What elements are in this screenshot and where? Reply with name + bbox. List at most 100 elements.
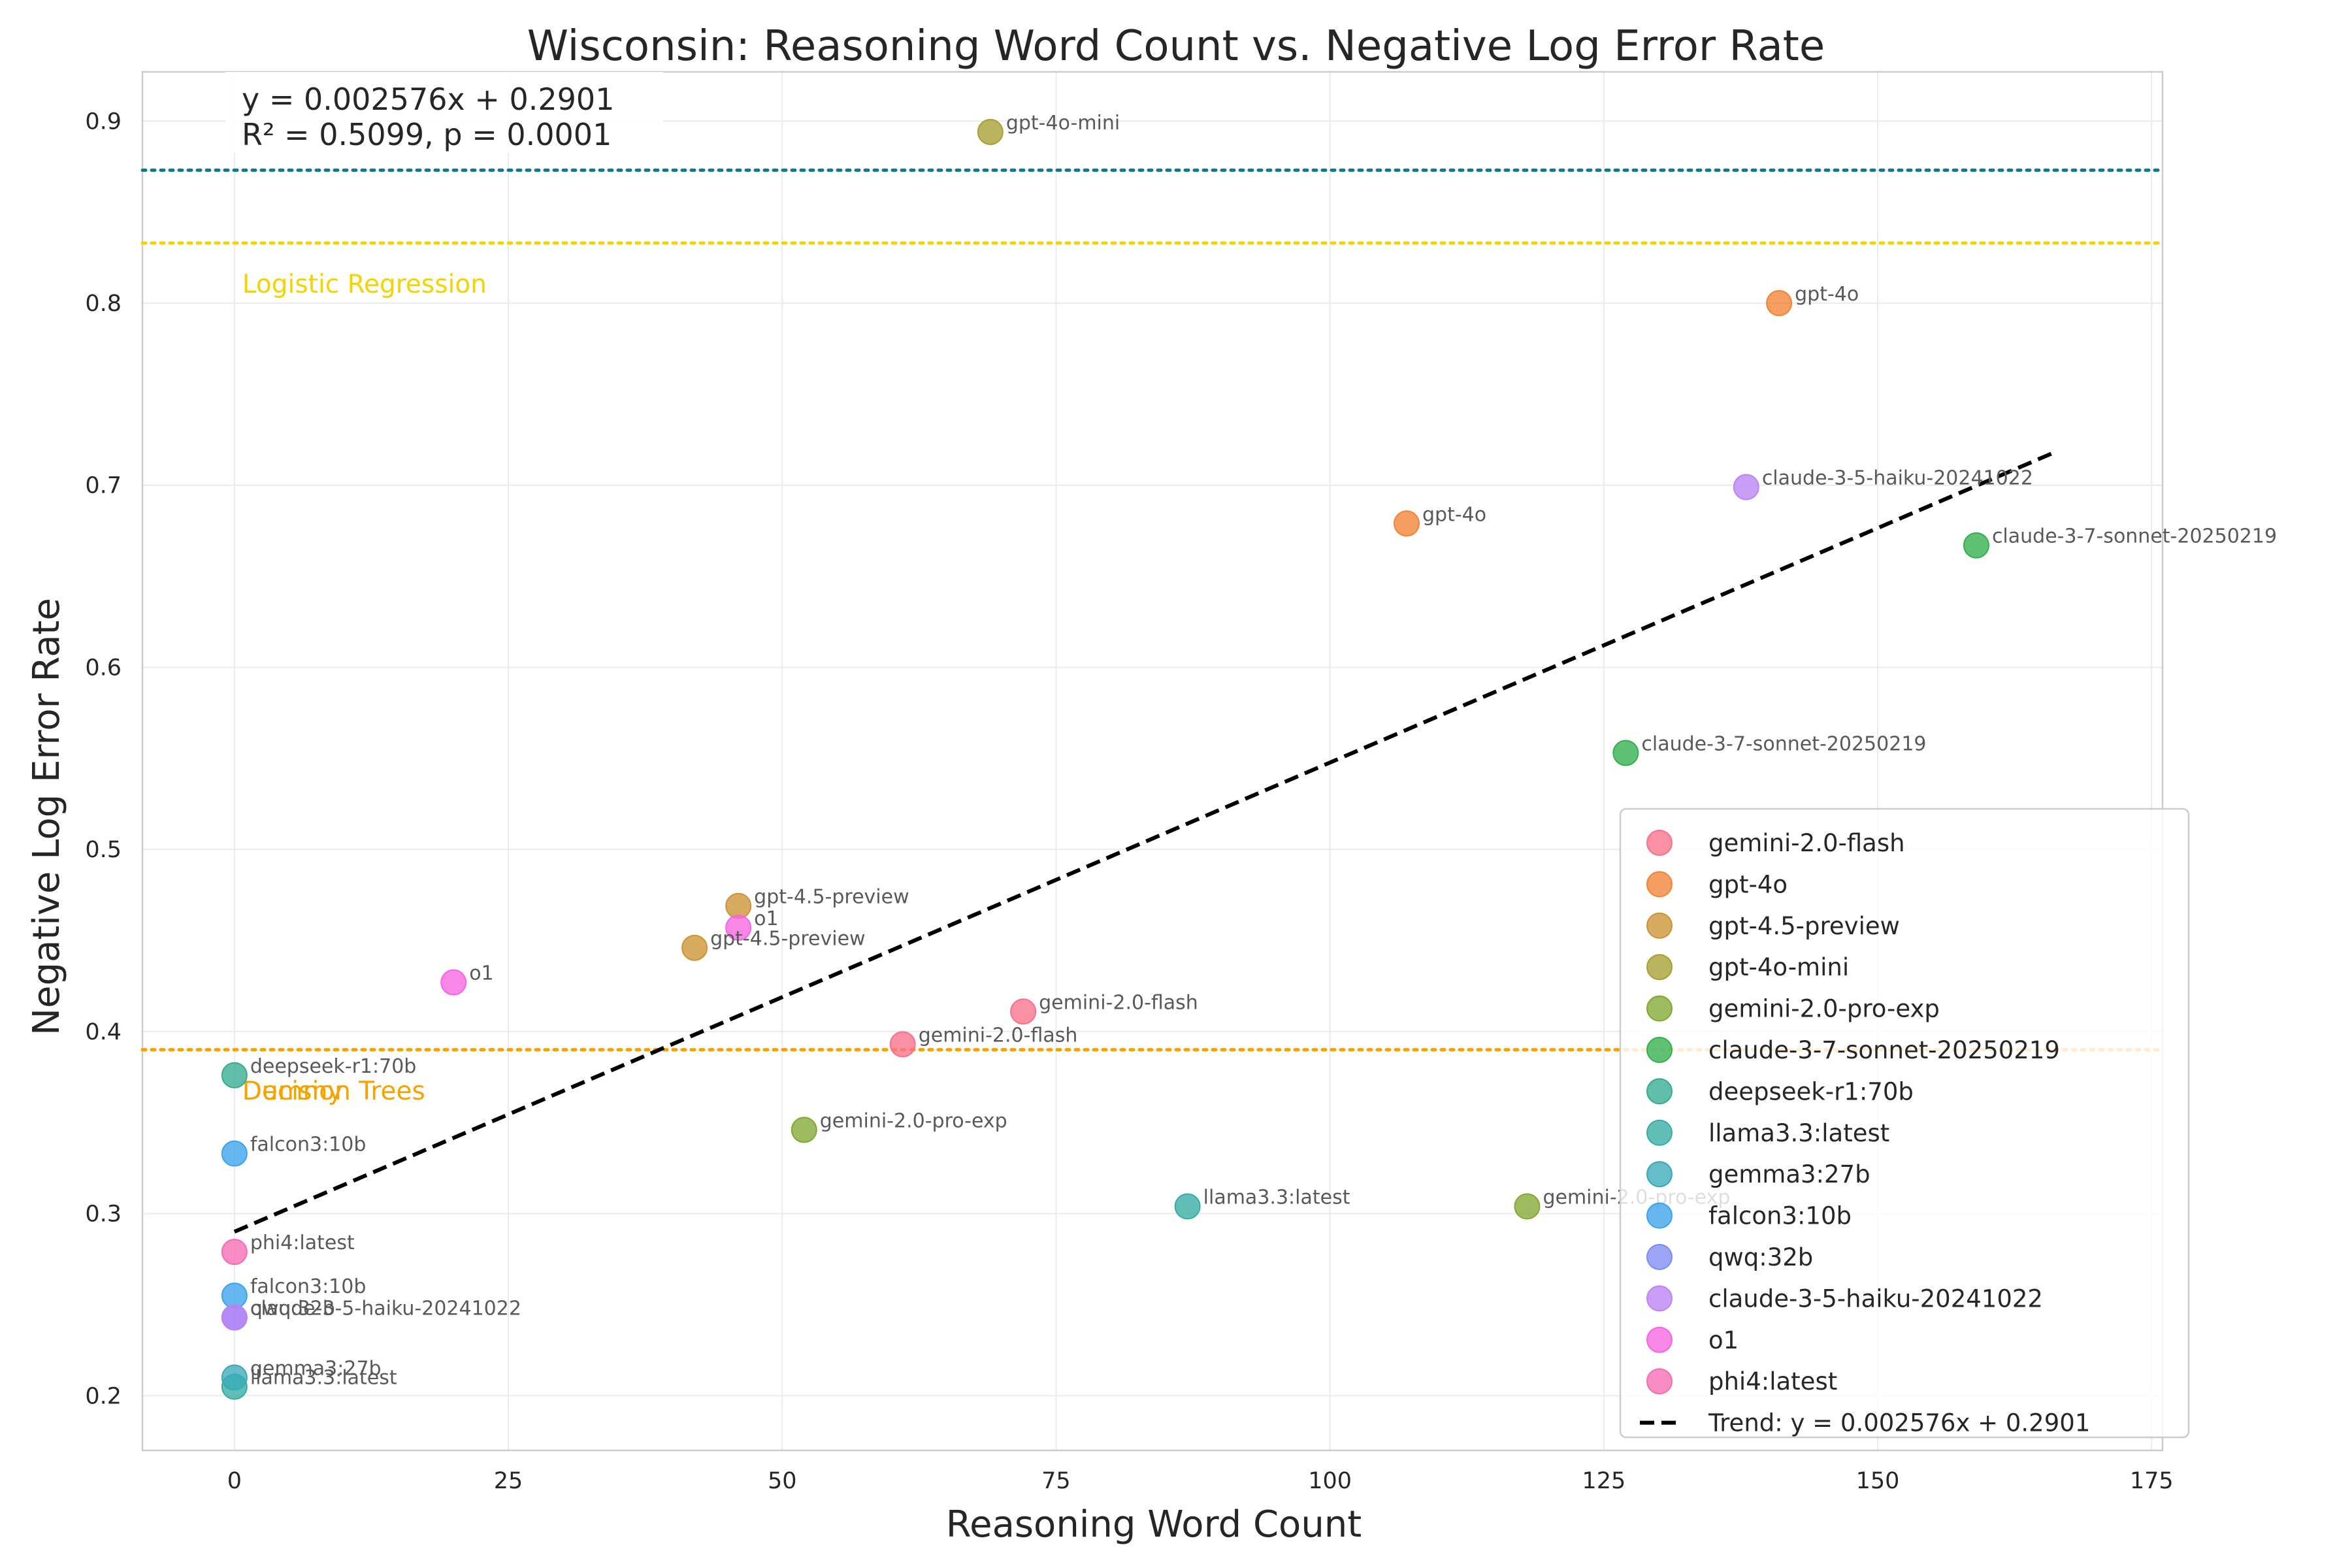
legend-label: deepseek-r1:70b xyxy=(1708,1077,1914,1105)
y-tick-label: 0.9 xyxy=(85,108,122,135)
point-label: gemma3:27b xyxy=(250,1358,382,1380)
axis-ticks: 0 25 50 75 100 125 150 175 0.2 0.3 0.4 0.5 0.6 0.7 0.8… xyxy=(85,108,2173,1494)
y-tick-label: 0.6 xyxy=(85,655,122,681)
r-squared-line: R² = 0.5099, p = 0.0001 xyxy=(242,117,612,152)
data-point xyxy=(221,1062,248,1088)
legend-label: falcon3:10b xyxy=(1708,1202,1852,1230)
point-label: o1 xyxy=(754,907,778,930)
legend-label: gpt-4.5-preview xyxy=(1708,912,1900,940)
y-tick-label: 0.7 xyxy=(85,473,122,499)
data-point xyxy=(1733,474,1759,500)
legend-marker xyxy=(1646,1326,1673,1353)
data-point xyxy=(221,1364,248,1391)
trend-line xyxy=(233,451,2054,1234)
data-point xyxy=(221,1239,248,1266)
x-tick-label: 75 xyxy=(1041,1468,1071,1494)
y-tick-label: 0.8 xyxy=(85,291,122,317)
legend-marker xyxy=(1646,830,1673,856)
point-label: gpt-4o xyxy=(1795,283,1859,306)
equation-line: y = 0.002576x + 0.2901 xyxy=(242,82,614,117)
legend-box xyxy=(1619,808,2190,1439)
data-point xyxy=(221,1304,248,1331)
point-label: o1 xyxy=(469,962,493,985)
legend-label: claude-3-5-haiku-20241022 xyxy=(1708,1284,2043,1313)
data-point xyxy=(1963,532,1989,559)
legend: gemini-2.0-flash gpt-4o gpt-4.5-preview gpt… xyxy=(1619,808,2190,1439)
plot-frame xyxy=(141,71,2164,1452)
data-point xyxy=(725,915,752,941)
x-tick-label: 125 xyxy=(1582,1468,1625,1494)
point-label: claude-3-7-sonnet-20250219 xyxy=(1992,525,2277,548)
legend-marker xyxy=(1646,954,1673,981)
point-label: claude-3-7-sonnet-20250219 xyxy=(1641,732,1926,755)
x-tick-label: 50 xyxy=(768,1468,797,1494)
reference-line-label: Decision Trees xyxy=(242,1077,425,1106)
legend-marker xyxy=(1646,995,1673,1022)
legend-label: gemini-2.0-pro-exp xyxy=(1708,995,1940,1023)
legend-label: gpt-4o-mini xyxy=(1708,953,1849,981)
y-tick-label: 0.2 xyxy=(85,1383,122,1409)
point-label: gpt-4o-mini xyxy=(1006,112,1120,135)
legend-marker xyxy=(1646,1119,1673,1146)
legend-marker xyxy=(1646,1244,1673,1270)
legend-marker xyxy=(1646,1037,1673,1063)
trend-layer xyxy=(233,451,2054,1234)
legend-marker xyxy=(1646,1202,1673,1229)
y-tick-label: 0.3 xyxy=(85,1201,122,1228)
equation-box: y = 0.002576x + 0.2901 R² = 0.5099, p = … xyxy=(225,72,663,153)
legend-marker xyxy=(1646,1078,1673,1105)
data-point xyxy=(889,1031,916,1058)
data-point xyxy=(221,1140,248,1167)
data-point xyxy=(1766,289,1793,316)
x-axis-label: Reasoning Word Count xyxy=(946,1503,1362,1546)
x-tick-label: 100 xyxy=(1308,1468,1352,1494)
y-tick-label: 0.5 xyxy=(85,837,122,863)
y-axis-label: Negative Log Error Rate xyxy=(25,598,68,1036)
x-tick-label: 175 xyxy=(2130,1468,2174,1494)
point-label: gpt-4.5-preview xyxy=(754,886,909,909)
y-tick-label: 0.4 xyxy=(85,1019,122,1045)
data-point xyxy=(440,969,467,996)
legend-label: o1 xyxy=(1708,1326,1739,1354)
data-point xyxy=(681,934,708,961)
data-point xyxy=(1394,510,1420,537)
legend-label: qwq:32b xyxy=(1708,1243,1813,1271)
legend-label: phi4:latest xyxy=(1708,1367,1837,1396)
legend-marker xyxy=(1646,912,1673,939)
data-point xyxy=(1174,1193,1201,1220)
legend-label: gemma3:27b xyxy=(1708,1160,1870,1188)
data-point xyxy=(1010,998,1037,1025)
legend-marker xyxy=(1646,871,1673,898)
legend-entries: gemini-2.0-flash gpt-4o gpt-4.5-preview gpt… xyxy=(1640,829,2090,1437)
data-point xyxy=(977,118,1004,145)
point-label: gpt-4o xyxy=(1422,503,1486,526)
legend-marker xyxy=(1646,1368,1673,1395)
point-label: falcon3:10b xyxy=(250,1134,367,1156)
point-label: llama3.3:latest xyxy=(250,1366,397,1389)
point-label: gemini-2.0-flash xyxy=(1039,991,1198,1014)
equation-box-background xyxy=(225,72,663,153)
point-label: claude-3-5-haiku-20241022 xyxy=(250,1298,521,1320)
data-point xyxy=(1514,1193,1541,1220)
data-point xyxy=(725,892,752,919)
reference-line-label: Dummy xyxy=(242,1077,343,1106)
point-label: claude-3-5-haiku-20241022 xyxy=(1762,467,2033,490)
legend-label: claude-3-7-sonnet-20250219 xyxy=(1708,1036,2060,1064)
legend-label: gpt-4o xyxy=(1708,870,1788,898)
point-label: gemini-2.0-flash xyxy=(919,1024,1078,1047)
x-tick-label: 25 xyxy=(494,1468,523,1494)
chart-title: Wisconsin: Reasoning Word Count vs. Nega… xyxy=(527,22,1825,71)
point-label: llama3.3:latest xyxy=(1203,1186,1350,1209)
point-labels: gemini-2.0-flash gemini-2.0-flash gpt-4o gp… xyxy=(250,112,2277,1389)
x-tick-label: 0 xyxy=(227,1468,242,1494)
legend-label: llama3.3:latest xyxy=(1708,1119,1889,1147)
data-point xyxy=(1612,740,1639,766)
data-point xyxy=(791,1117,817,1143)
point-label: phi4:latest xyxy=(250,1232,355,1254)
point-label: deepseek-r1:70b xyxy=(250,1055,417,1078)
legend-marker xyxy=(1646,1161,1673,1188)
point-label: qwq:32b xyxy=(250,1298,335,1320)
point-label: gpt-4.5-preview xyxy=(710,928,865,951)
reference-line-label: Logistic Regression xyxy=(242,270,487,299)
